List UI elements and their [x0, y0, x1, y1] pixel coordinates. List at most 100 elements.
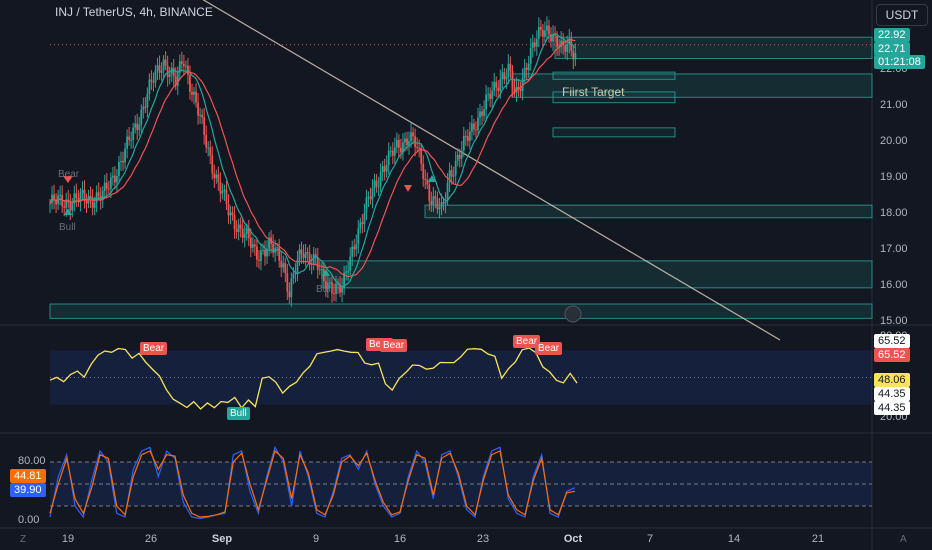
- candle-body: [326, 282, 329, 289]
- rsi-line: [49, 347, 578, 410]
- time-tick: Sep: [211, 533, 233, 545]
- candle-body: [353, 246, 356, 250]
- rsi-label-e: 44.35: [874, 401, 910, 415]
- candle-body: [111, 175, 114, 178]
- candle-body: [422, 163, 425, 179]
- candle-body: [65, 199, 68, 208]
- candle-body: [493, 81, 496, 91]
- candle-body: [537, 26, 540, 40]
- rsi-bear-signal-4: Bear: [513, 335, 541, 348]
- candle-body: [146, 93, 149, 108]
- rsi-bear-signal-3: Bear: [380, 339, 408, 352]
- candle-body: [381, 166, 384, 173]
- candle-body: [531, 42, 534, 49]
- candle-body: [566, 44, 569, 52]
- candle-body: [290, 278, 293, 298]
- candle-body: [454, 160, 457, 176]
- candle-body: [199, 114, 201, 116]
- candle-body: [395, 139, 398, 148]
- candle-body: [258, 259, 260, 261]
- candle-body: [312, 254, 315, 265]
- candle-body: [85, 200, 88, 204]
- candle-body: [253, 244, 256, 247]
- time-tick: 19: [61, 533, 75, 545]
- candle-body: [347, 270, 350, 272]
- price-tick: 19.00: [880, 171, 908, 184]
- support-zone: [554, 36, 873, 59]
- timezone-button[interactable]: Z: [20, 534, 27, 545]
- candle-body: [286, 273, 289, 292]
- price-tick: 17.00: [880, 243, 908, 256]
- candle-body: [448, 170, 451, 183]
- candle-body: [191, 91, 193, 95]
- candle-body: [116, 175, 118, 183]
- candle-body: [219, 182, 222, 194]
- candle-body: [438, 207, 441, 210]
- candle-body: [424, 178, 427, 180]
- currency-button[interactable]: USDT: [876, 4, 928, 26]
- stoch-tick: 80.00: [18, 455, 46, 467]
- candle-body: [412, 132, 414, 137]
- candle-body: [473, 123, 475, 130]
- candle-body: [529, 48, 532, 64]
- candle-body: [201, 114, 204, 118]
- candle-body: [124, 148, 126, 163]
- candle-body: [416, 147, 419, 149]
- candle-body: [432, 196, 435, 205]
- candle-body: [276, 247, 279, 249]
- candle-body: [185, 65, 187, 67]
- target-box: [552, 91, 676, 104]
- candle-body: [71, 203, 74, 211]
- candle-body: [404, 138, 406, 143]
- candle-body: [53, 194, 55, 201]
- candle-body: [477, 117, 479, 131]
- candle-body: [266, 249, 268, 257]
- candle-body: [436, 198, 439, 210]
- candle-body: [245, 228, 248, 234]
- candle-body: [304, 252, 307, 258]
- candle-body: [505, 76, 508, 80]
- time-tick: 16: [393, 533, 407, 545]
- replay-icon: [564, 305, 582, 323]
- candle-body: [418, 147, 421, 149]
- candle-body: [142, 106, 145, 110]
- candle-body: [377, 186, 380, 188]
- auto-scale-button[interactable]: A: [900, 534, 907, 545]
- candle-body: [178, 61, 181, 73]
- candle-body: [203, 117, 206, 135]
- candle-body: [349, 256, 352, 271]
- candle-body: [288, 291, 291, 298]
- candle-body: [213, 173, 216, 179]
- candle-body: [296, 259, 299, 273]
- candle-body: [166, 65, 169, 77]
- candle-body: [541, 29, 544, 37]
- candle-body: [489, 93, 492, 99]
- candle-body: [101, 190, 104, 201]
- candle-body: [138, 124, 141, 131]
- candle-body: [126, 136, 128, 149]
- time-tick: 9: [312, 533, 320, 545]
- rsi-label-d: 44.35: [874, 387, 910, 401]
- rsi-band: [50, 350, 872, 405]
- candle-body: [333, 293, 335, 295]
- candle-body: [400, 147, 402, 153]
- candle-body: [168, 74, 171, 77]
- candle-body: [359, 222, 362, 229]
- candle-body: [471, 123, 473, 132]
- stoch-tick: 0.00: [18, 513, 40, 526]
- candle-body: [318, 269, 321, 271]
- candle-body: [172, 67, 175, 77]
- candle-body: [81, 189, 84, 193]
- candle-body: [440, 202, 443, 208]
- candle-body: [132, 127, 135, 140]
- candle-body: [189, 75, 191, 92]
- candle-body: [414, 136, 417, 148]
- candle-body: [408, 141, 410, 146]
- candle-body: [475, 129, 477, 131]
- candle-body: [243, 233, 246, 238]
- candle-body: [513, 87, 516, 93]
- candle-body: [497, 87, 500, 91]
- stoch-d-line: [49, 449, 576, 518]
- candle-body: [535, 39, 538, 47]
